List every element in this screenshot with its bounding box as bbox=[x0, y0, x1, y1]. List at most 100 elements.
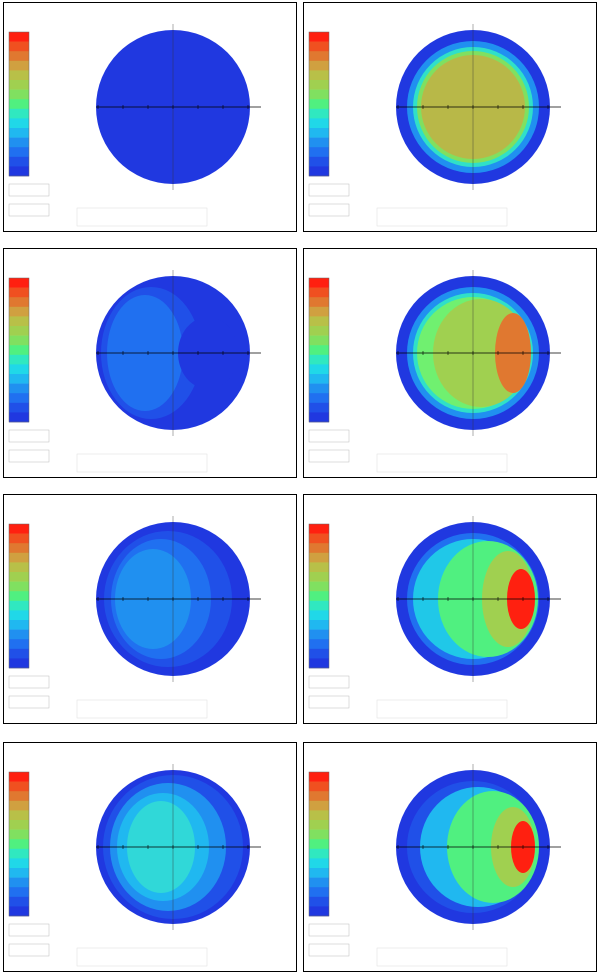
legend-swatch bbox=[9, 877, 29, 888]
legend-swatch bbox=[309, 166, 329, 177]
legend-swatch bbox=[309, 629, 329, 640]
legend-swatch bbox=[9, 345, 29, 356]
legend-swatch bbox=[9, 147, 29, 158]
legend-swatch bbox=[309, 70, 329, 81]
legend-swatch bbox=[309, 572, 329, 582]
legend-swatch bbox=[9, 591, 29, 602]
legend-swatch bbox=[9, 543, 29, 554]
result-panel bbox=[303, 248, 597, 478]
legend-swatch bbox=[9, 297, 29, 308]
info-block bbox=[76, 207, 208, 227]
legend-swatch bbox=[309, 287, 329, 298]
legend-swatch bbox=[9, 800, 29, 811]
info-block bbox=[76, 453, 208, 473]
legend-swatch bbox=[9, 533, 29, 544]
legend-swatch bbox=[309, 297, 329, 308]
legend-swatch bbox=[9, 374, 29, 384]
legend-swatch bbox=[9, 906, 29, 917]
legend-swatch bbox=[9, 820, 29, 830]
info-block bbox=[308, 695, 350, 709]
info-block bbox=[8, 923, 50, 937]
legend-swatch bbox=[9, 600, 29, 611]
legend-frame bbox=[8, 31, 30, 177]
legend-swatch bbox=[9, 402, 29, 413]
legend-swatch bbox=[309, 581, 329, 592]
legend-swatch bbox=[309, 32, 329, 42]
legend-frame bbox=[8, 523, 30, 669]
legend-swatch bbox=[309, 326, 329, 336]
legend-swatch bbox=[309, 848, 329, 859]
legend-swatch bbox=[9, 326, 29, 336]
legend-swatch bbox=[9, 306, 29, 317]
info-block bbox=[376, 947, 508, 967]
legend-swatch bbox=[9, 32, 29, 42]
legend-swatch bbox=[309, 147, 329, 158]
legend-swatch bbox=[9, 610, 29, 621]
legend-swatch bbox=[9, 552, 29, 563]
info-block bbox=[76, 699, 208, 719]
legend-swatch bbox=[9, 118, 29, 129]
info-block bbox=[376, 207, 508, 227]
legend-swatch bbox=[9, 51, 29, 62]
legend-swatch bbox=[9, 354, 29, 365]
legend-swatch bbox=[309, 610, 329, 621]
legend-swatch bbox=[309, 156, 329, 167]
legend-swatch bbox=[309, 99, 329, 110]
legend-swatch bbox=[309, 524, 329, 534]
legend-swatch bbox=[9, 166, 29, 177]
legend-swatch bbox=[9, 839, 29, 850]
legend-swatch bbox=[9, 629, 29, 640]
result-panel bbox=[3, 742, 297, 972]
legend-swatch bbox=[309, 118, 329, 129]
legend-swatch bbox=[309, 829, 329, 840]
legend-swatch bbox=[9, 858, 29, 869]
legend-swatch bbox=[9, 781, 29, 792]
legend-swatch bbox=[309, 89, 329, 100]
legend-swatch bbox=[9, 364, 29, 375]
legend-swatch bbox=[309, 278, 329, 288]
legend-swatch bbox=[9, 658, 29, 669]
legend-swatch bbox=[309, 543, 329, 554]
result-panel bbox=[303, 742, 597, 972]
legend-swatch bbox=[9, 393, 29, 404]
legend-swatch bbox=[309, 354, 329, 365]
legend-swatch bbox=[309, 810, 329, 821]
info-block bbox=[376, 453, 508, 473]
result-panel bbox=[3, 248, 297, 478]
legend-swatch bbox=[309, 51, 329, 62]
legend-frame bbox=[308, 771, 330, 917]
legend-swatch bbox=[9, 791, 29, 802]
legend-frame bbox=[308, 31, 330, 177]
legend-swatch bbox=[309, 383, 329, 394]
legend-swatch bbox=[309, 552, 329, 563]
legend-swatch bbox=[9, 868, 29, 878]
legend-swatch bbox=[9, 829, 29, 840]
legend-swatch bbox=[9, 89, 29, 100]
info-block bbox=[8, 429, 50, 443]
legend-frame bbox=[308, 277, 330, 423]
legend-frame bbox=[8, 277, 30, 423]
legend-swatch bbox=[309, 887, 329, 898]
legend-swatch bbox=[309, 591, 329, 602]
info-block bbox=[8, 695, 50, 709]
info-block bbox=[308, 183, 350, 197]
legend-swatch bbox=[9, 156, 29, 167]
legend-swatch bbox=[9, 137, 29, 148]
legend-swatch bbox=[309, 772, 329, 782]
info-block bbox=[308, 675, 350, 689]
info-block bbox=[308, 943, 350, 957]
legend-swatch bbox=[309, 839, 329, 850]
info-block bbox=[8, 675, 50, 689]
info-block bbox=[308, 923, 350, 937]
legend-swatch bbox=[309, 562, 329, 573]
legend-swatch bbox=[309, 906, 329, 917]
legend-frame bbox=[308, 523, 330, 669]
legend-swatch bbox=[309, 374, 329, 384]
legend-swatch bbox=[9, 620, 29, 630]
legend-swatch bbox=[9, 383, 29, 394]
legend-swatch bbox=[309, 137, 329, 148]
legend-swatch bbox=[9, 896, 29, 907]
legend-swatch bbox=[9, 80, 29, 90]
legend-swatch bbox=[309, 345, 329, 356]
